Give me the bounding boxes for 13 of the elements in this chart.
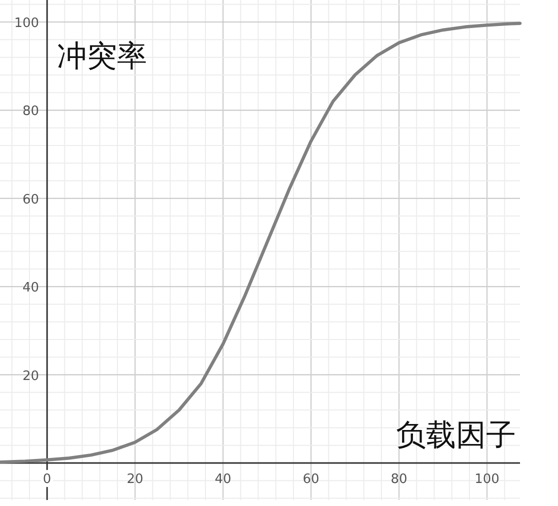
x-tick-label: 100: [474, 472, 500, 487]
x-tick-label: 0: [42, 472, 52, 487]
y-tick-label: 20: [22, 368, 40, 384]
x-tick-label: 80: [390, 472, 408, 487]
y-tick-label: 100: [14, 16, 40, 32]
x-tick-label: 20: [126, 472, 144, 487]
x-tick-label: 60: [302, 472, 320, 487]
y-axis-title: 冲突率: [57, 39, 148, 74]
y-tick-label: 80: [22, 104, 40, 120]
x-axis-title: 负载因子: [396, 418, 516, 453]
y-tick-label: 40: [22, 280, 40, 296]
y-tick-label: 60: [22, 192, 40, 208]
x-tick-label: 40: [214, 472, 232, 487]
